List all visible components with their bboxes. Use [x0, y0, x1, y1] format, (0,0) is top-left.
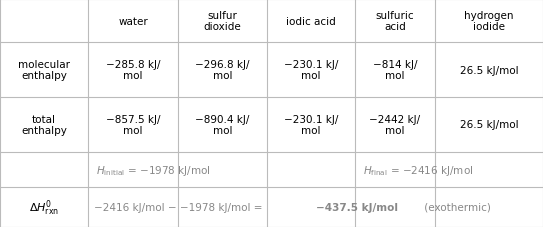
Text: −814 kJ/
mol: −814 kJ/ mol: [372, 59, 417, 81]
Text: −890.4 kJ/
mol: −890.4 kJ/ mol: [195, 114, 250, 136]
Text: molecular
enthalpy: molecular enthalpy: [18, 59, 70, 81]
Text: −285.8 kJ/
mol: −285.8 kJ/ mol: [106, 59, 160, 81]
Text: −2442 kJ/
mol: −2442 kJ/ mol: [369, 114, 421, 136]
Text: $H_{\mathrm{initial}}$ = −1978 kJ/mol: $H_{\mathrm{initial}}$ = −1978 kJ/mol: [96, 163, 211, 177]
Text: −296.8 kJ/
mol: −296.8 kJ/ mol: [195, 59, 250, 81]
Text: hydrogen
iodide: hydrogen iodide: [464, 11, 514, 32]
Text: $\Delta H^0_{\mathrm{rxn}}$: $\Delta H^0_{\mathrm{rxn}}$: [29, 197, 59, 217]
Text: total
enthalpy: total enthalpy: [21, 114, 67, 136]
Text: −230.1 kJ/
mol: −230.1 kJ/ mol: [284, 59, 338, 81]
Text: −2416 kJ/mol − −1978 kJ/mol =: −2416 kJ/mol − −1978 kJ/mol =: [94, 202, 266, 212]
Text: 26.5 kJ/mol: 26.5 kJ/mol: [460, 65, 519, 75]
Text: −857.5 kJ/
mol: −857.5 kJ/ mol: [106, 114, 160, 136]
Text: 26.5 kJ/mol: 26.5 kJ/mol: [460, 120, 519, 130]
Text: −437.5 kJ/mol: −437.5 kJ/mol: [315, 202, 397, 212]
Text: (exothermic): (exothermic): [421, 202, 491, 212]
Text: −230.1 kJ/
mol: −230.1 kJ/ mol: [284, 114, 338, 136]
Text: sulfuric
acid: sulfuric acid: [376, 11, 414, 32]
Text: water: water: [118, 16, 148, 26]
Text: sulfur
dioxide: sulfur dioxide: [204, 11, 242, 32]
Text: $H_{\mathrm{final}}$ = −2416 kJ/mol: $H_{\mathrm{final}}$ = −2416 kJ/mol: [363, 163, 473, 177]
Text: iodic acid: iodic acid: [286, 16, 336, 26]
